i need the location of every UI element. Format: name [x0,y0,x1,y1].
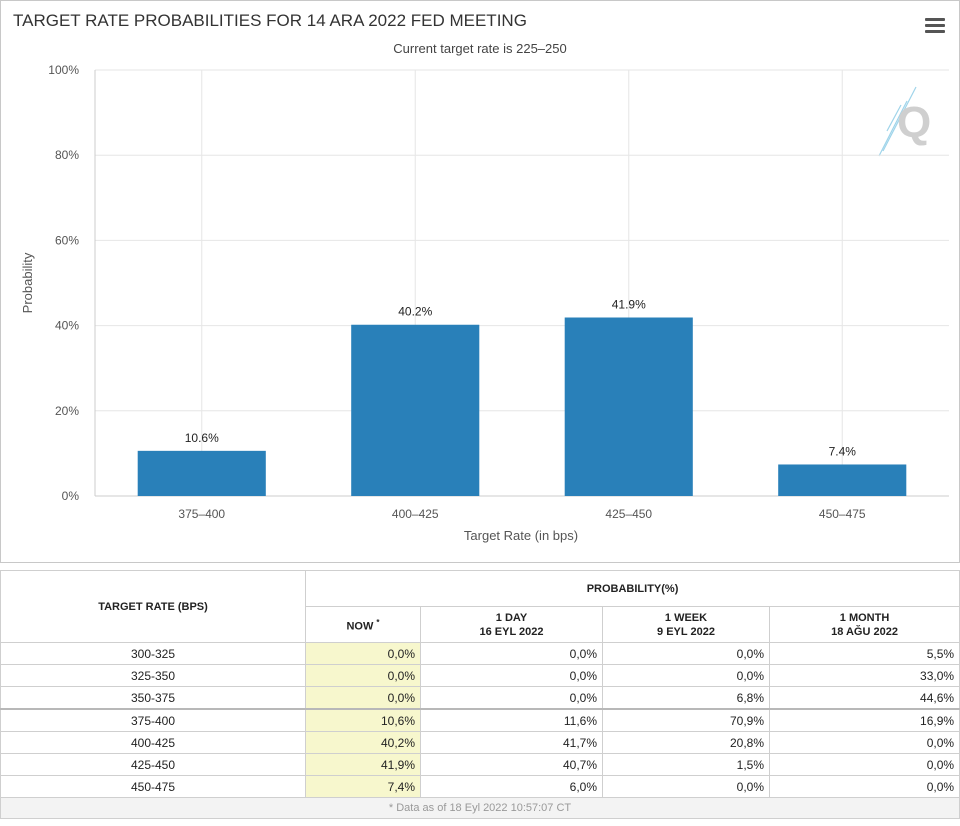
chart-panel: TARGET RATE PROBABILITIES FOR 14 ARA 202… [0,0,960,563]
x-axis-label: Target Rate (in bps) [464,528,578,543]
rate-cell: 350-375 [0,686,306,710]
data-label: 7.4% [829,444,857,458]
now-cell: 10,6% [305,708,421,732]
x-tick-label: 400–425 [392,507,439,521]
now-cell: 0,0% [305,686,421,710]
y-tick-label: 80% [55,148,79,162]
target-rate-header: TARGET RATE (BPS) [0,570,306,643]
week-cell: 0,0% [602,642,770,665]
chart-title: TARGET RATE PROBABILITIES FOR 14 ARA 202… [13,11,527,30]
month-cell: 33,0% [768,664,960,687]
one-month-column-header[interactable]: 1 MONTH 18 AĞU 2022 [768,606,960,643]
rate-cell: 425-450 [0,753,306,776]
probability-table-container: TARGET RATE (BPS) PROBABILITY(%) NOW * 1… [0,570,960,819]
data-label: 41.9% [612,298,646,312]
week-cell: 1,5% [602,753,770,776]
table-row: 325-350 0,0% 0,0% 0,0% 33,0% [0,664,960,687]
y-axis-label: Probability [20,252,35,313]
svg-text:Q: Q [897,98,931,147]
x-tick-label: 375–400 [178,507,225,521]
hamburger-icon [925,18,945,21]
now-cell: 7,4% [305,775,421,798]
chart-menu-button[interactable] [923,15,947,37]
table-row: 300-325 0,0% 0,0% 0,0% 5,5% [0,642,960,665]
month-cell: 5,5% [768,642,960,665]
y-tick-label: 40% [55,319,79,333]
day-cell: 41,7% [420,731,603,754]
now-cell: 0,0% [305,664,421,687]
rate-cell: 325-350 [0,664,306,687]
table-row: 375-400 10,6% 11,6% 70,9% 16,9% [0,708,960,732]
probability-header: PROBABILITY(%) [304,570,960,607]
table-row: 350-375 0,0% 0,0% 6,8% 44,6% [0,686,960,710]
bar-chart: TARGET RATE PROBABILITIES FOR 14 ARA 202… [13,11,949,543]
probability-table: TARGET RATE (BPS) PROBABILITY(%) NOW * 1… [0,570,960,819]
bar-400–425[interactable] [351,324,480,496]
month-cell: 16,9% [768,708,960,732]
now-cell: 41,9% [305,753,421,776]
day-cell: 11,6% [420,708,603,732]
day-cell: 40,7% [420,753,603,776]
y-tick-label: 60% [55,233,79,247]
x-tick-label: 425–450 [605,507,652,521]
rate-cell: 300-325 [0,642,306,665]
week-cell: 0,0% [602,664,770,687]
table-row: 400-425 40,2% 41,7% 20,8% 0,0% [0,731,960,754]
bar-450–475[interactable] [778,464,907,496]
week-cell: 70,9% [602,708,770,732]
day-cell: 0,0% [420,664,603,687]
y-tick-label: 0% [62,489,80,503]
now-cell: 40,2% [305,731,421,754]
table-footer-row: * Data as of 18 Eyl 2022 10:57:07 CT [0,797,960,819]
one-week-column-header[interactable]: 1 WEEK 9 EYL 2022 [602,606,770,643]
data-timestamp-note: * Data as of 18 Eyl 2022 10:57:07 CT [0,797,960,819]
week-cell: 6,8% [602,686,770,710]
day-cell: 0,0% [420,686,603,710]
month-cell: 44,6% [768,686,960,710]
y-tick-label: 100% [48,63,79,77]
quikstrike-q-logo-icon: Q [878,86,931,157]
week-cell: 20,8% [602,731,770,754]
data-label: 40.2% [398,305,432,319]
one-day-column-header[interactable]: 1 DAY 16 EYL 2022 [420,606,603,643]
month-cell: 0,0% [768,731,960,754]
week-cell: 0,0% [602,775,770,798]
rate-cell: 450-475 [0,775,306,798]
now-cell: 0,0% [305,642,421,665]
bar-375–400[interactable] [137,450,266,496]
x-tick-label: 450–475 [819,507,866,521]
chart-subtitle: Current target rate is 225–250 [393,41,566,56]
month-cell: 0,0% [768,775,960,798]
now-column-header[interactable]: NOW * [305,606,421,643]
day-cell: 0,0% [420,642,603,665]
y-tick-label: 20% [55,404,79,418]
day-cell: 6,0% [420,775,603,798]
bar-425–450[interactable] [564,317,693,496]
table-row: 450-475 7,4% 6,0% 0,0% 0,0% [0,775,960,798]
month-cell: 0,0% [768,753,960,776]
data-label: 10.6% [185,431,219,445]
table-row: 425-450 41,9% 40,7% 1,5% 0,0% [0,753,960,776]
rate-cell: 375-400 [0,708,306,732]
rate-cell: 400-425 [0,731,306,754]
